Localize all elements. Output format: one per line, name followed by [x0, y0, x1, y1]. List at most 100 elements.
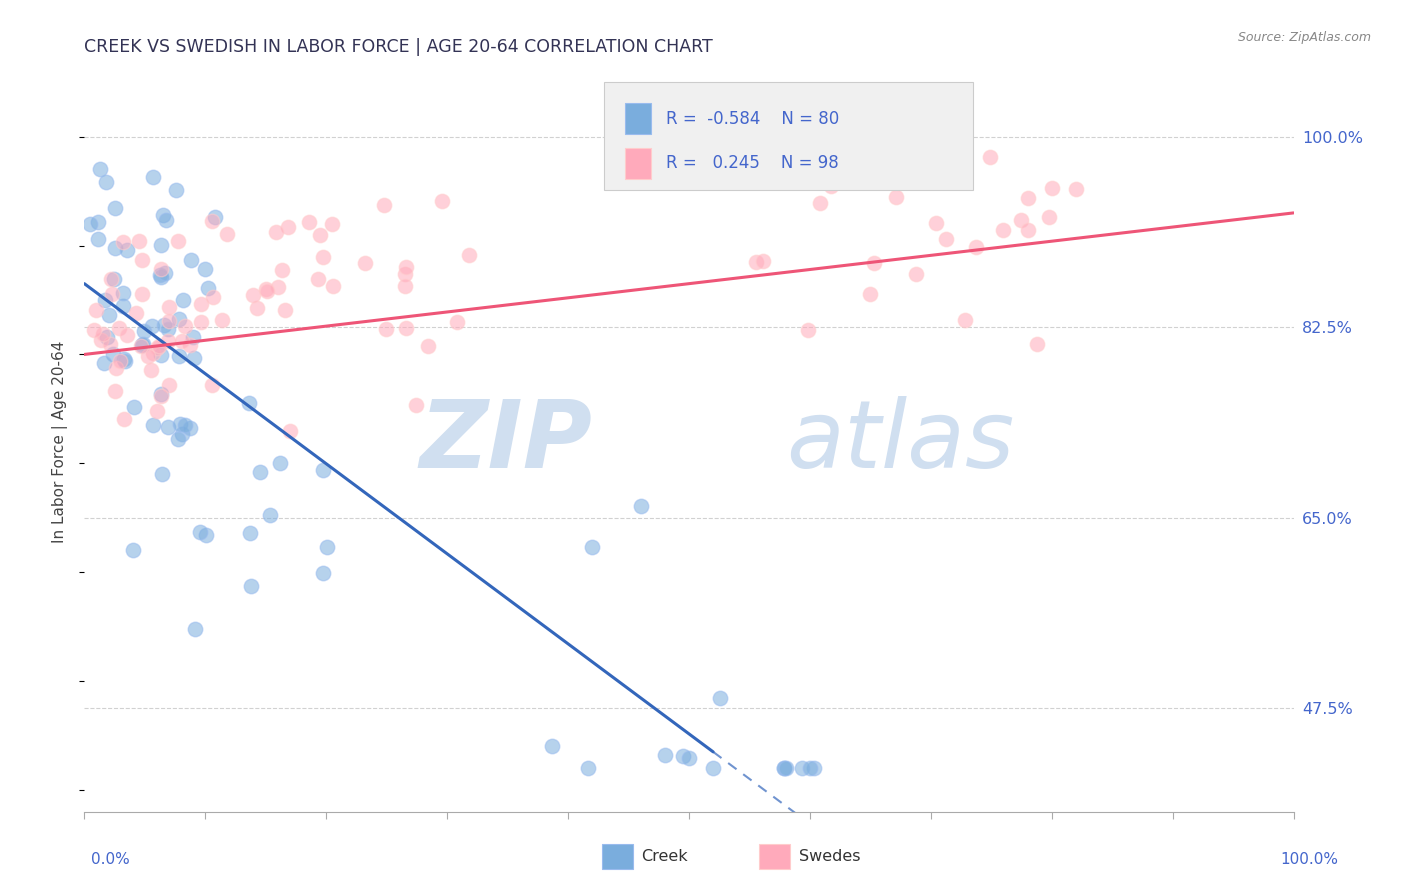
Point	[965, 239, 987, 253]
Point	[122, 543, 145, 558]
Y-axis label: In Labor Force | Age 20-64: In Labor Force | Age 20-64	[52, 341, 69, 542]
Point	[172, 293, 194, 307]
Point	[217, 227, 239, 241]
Text: Swedes: Swedes	[799, 849, 860, 863]
Point	[112, 351, 135, 366]
Point	[108, 320, 131, 334]
Point	[904, 267, 927, 281]
Point	[94, 293, 117, 307]
Point	[1026, 336, 1049, 351]
Point	[165, 183, 187, 197]
Point	[167, 235, 190, 249]
Text: R =   0.245    N = 98: R = 0.245 N = 98	[666, 154, 839, 172]
Point	[792, 761, 814, 775]
Point	[1017, 191, 1039, 205]
Point	[157, 420, 180, 434]
Point	[142, 346, 165, 360]
Point	[122, 401, 145, 415]
Point	[775, 761, 797, 775]
Point	[96, 330, 118, 344]
Point	[752, 254, 775, 268]
Point	[155, 266, 177, 280]
Point	[394, 279, 416, 293]
Point	[104, 384, 127, 398]
Point	[1040, 181, 1063, 195]
Point	[702, 761, 724, 775]
Point	[195, 528, 218, 542]
Point	[808, 196, 831, 211]
Point	[190, 315, 212, 329]
Text: 0.0%: 0.0%	[91, 852, 131, 867]
Point	[197, 281, 219, 295]
Point	[201, 290, 224, 304]
Point	[142, 170, 165, 185]
Point	[179, 420, 201, 434]
Point	[87, 215, 110, 229]
Point	[955, 313, 977, 327]
Point	[315, 541, 337, 555]
Text: Creek: Creek	[641, 849, 688, 863]
Point	[129, 339, 152, 353]
Point	[879, 149, 901, 163]
Point	[269, 456, 291, 470]
Point	[149, 237, 172, 252]
Text: 100.0%: 100.0%	[1281, 852, 1339, 867]
Point	[93, 356, 115, 370]
Point	[111, 285, 134, 300]
Point	[672, 748, 695, 763]
Point	[150, 467, 173, 481]
Point	[307, 272, 329, 286]
Point	[128, 234, 150, 248]
Point	[179, 338, 201, 352]
Point	[167, 349, 190, 363]
Text: ZIP: ZIP	[419, 395, 592, 488]
Point	[820, 179, 842, 194]
Point	[239, 579, 262, 593]
Point	[745, 254, 768, 268]
Point	[848, 173, 870, 187]
Point	[79, 217, 101, 231]
Text: atlas: atlas	[786, 396, 1014, 487]
Point	[896, 121, 918, 136]
Point	[188, 524, 211, 539]
Point	[131, 252, 153, 267]
Point	[104, 202, 127, 216]
Point	[167, 311, 190, 326]
FancyBboxPatch shape	[605, 82, 973, 190]
Point	[146, 341, 169, 355]
Point	[150, 387, 173, 401]
Point	[277, 220, 299, 235]
Point	[115, 243, 138, 257]
Point	[111, 235, 134, 250]
Point	[242, 288, 264, 302]
Point	[183, 351, 205, 365]
Point	[654, 747, 676, 762]
Point	[354, 256, 377, 270]
Point	[832, 139, 855, 153]
Point	[142, 418, 165, 433]
Point	[943, 127, 966, 141]
Point	[157, 300, 180, 314]
Point	[308, 228, 330, 243]
Point	[430, 194, 453, 208]
Point	[321, 217, 343, 231]
Point	[149, 349, 172, 363]
Point	[145, 404, 167, 418]
Point	[979, 150, 1001, 164]
Point	[108, 354, 131, 368]
Point	[173, 418, 195, 433]
Point	[1064, 182, 1087, 196]
Point	[246, 301, 269, 315]
Point	[249, 466, 271, 480]
Point	[83, 323, 105, 337]
Point	[394, 267, 416, 281]
Point	[114, 412, 136, 426]
Point	[201, 378, 224, 392]
Point	[173, 318, 195, 333]
Point	[181, 330, 204, 344]
Point	[149, 268, 172, 282]
Point	[395, 260, 418, 274]
Point	[141, 319, 163, 334]
Point	[446, 315, 468, 329]
Point	[101, 347, 124, 361]
